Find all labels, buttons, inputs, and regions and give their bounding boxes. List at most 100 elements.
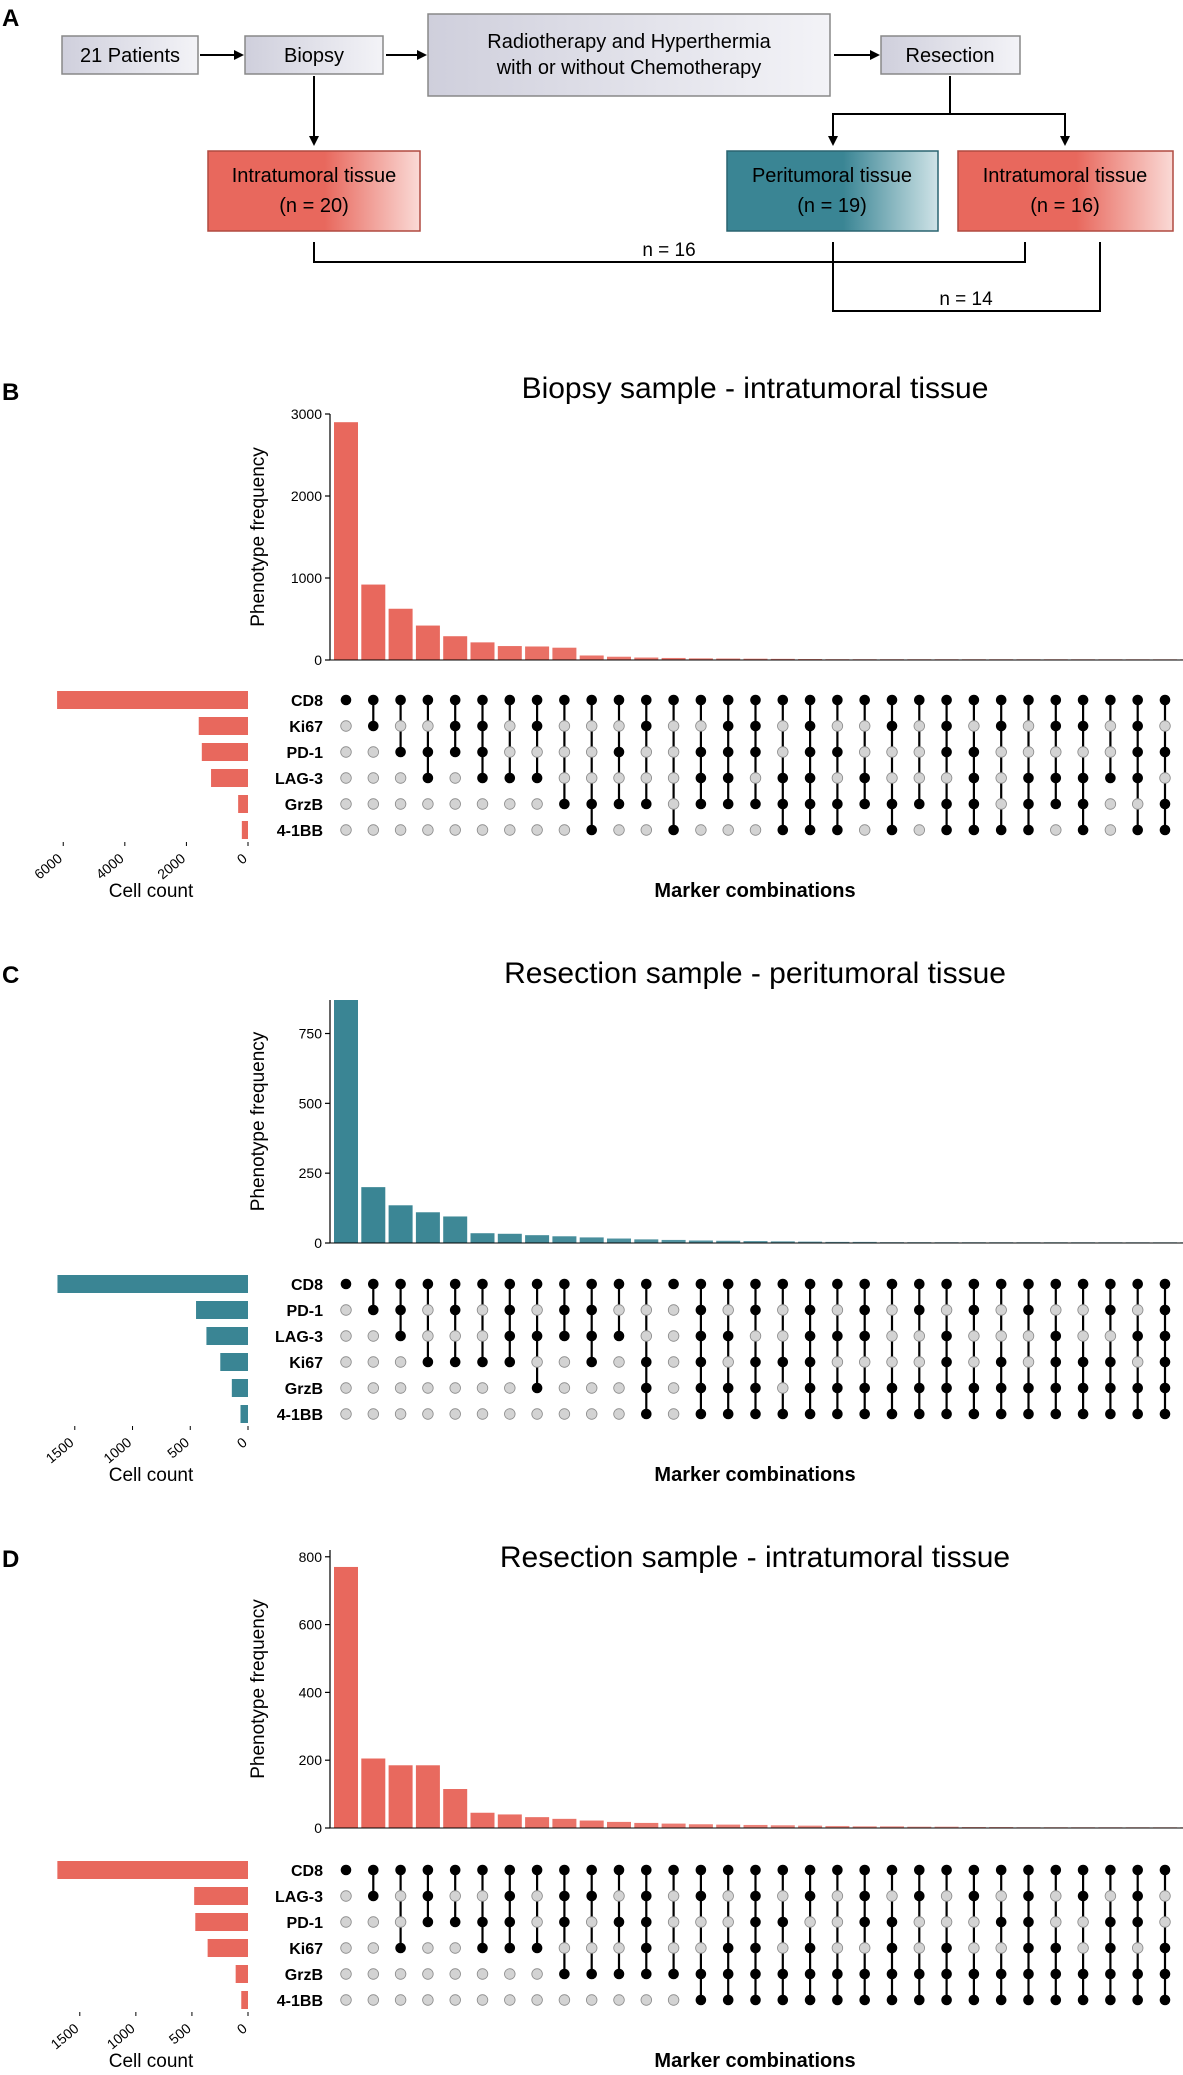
dot-inactive bbox=[613, 1942, 625, 1954]
dot-active bbox=[422, 772, 434, 784]
dot-inactive bbox=[531, 1304, 543, 1316]
dot-inactive bbox=[831, 1942, 844, 1954]
intersection-bar bbox=[443, 636, 468, 660]
dot-active bbox=[613, 1330, 625, 1342]
dot-active bbox=[422, 1890, 434, 1902]
dot-active bbox=[1105, 694, 1116, 706]
dot-active bbox=[804, 720, 816, 732]
intersection-bar bbox=[497, 1814, 522, 1828]
dot-inactive bbox=[886, 772, 898, 784]
dot-inactive bbox=[1159, 772, 1171, 784]
dot-active bbox=[722, 1942, 734, 1954]
dot-active bbox=[449, 694, 461, 706]
dot-inactive bbox=[667, 1304, 680, 1316]
dot-active bbox=[777, 1864, 789, 1876]
dot-inactive bbox=[749, 772, 762, 784]
intersection-bar bbox=[661, 1239, 686, 1243]
dot-inactive bbox=[859, 746, 871, 758]
dot-inactive bbox=[1159, 1890, 1171, 1902]
intersection-bar bbox=[716, 1240, 741, 1243]
x-axis-label: Marker combinations bbox=[654, 2050, 855, 2072]
dot-inactive bbox=[586, 720, 598, 732]
panel-label-c: C bbox=[2, 962, 19, 989]
dot-inactive bbox=[1104, 1330, 1117, 1342]
dot-active bbox=[1077, 824, 1089, 836]
dot-active bbox=[504, 1890, 516, 1902]
dot-inactive bbox=[394, 1994, 407, 2006]
dot-active bbox=[641, 1356, 652, 1368]
dot-active bbox=[1077, 694, 1089, 706]
dot-active bbox=[1159, 1382, 1171, 1394]
dot-inactive bbox=[995, 1330, 1007, 1342]
dot-inactive bbox=[995, 1942, 1007, 1954]
dot-active bbox=[886, 1942, 898, 1954]
dot-active bbox=[722, 1968, 734, 1980]
resection-intra-n: (n = 16) bbox=[1030, 195, 1099, 217]
dot-active bbox=[914, 1304, 925, 1316]
resection-label: Resection bbox=[906, 45, 995, 67]
dot-active bbox=[641, 1382, 652, 1394]
dot-active bbox=[1132, 1890, 1143, 1902]
upset-chart-biopsy-intratumoral: Biopsy sample - intratumoral tissue 0 1000… bbox=[31, 372, 1183, 902]
dot-inactive bbox=[1022, 1330, 1035, 1342]
dot-active bbox=[449, 1864, 461, 1876]
dot-active bbox=[477, 1942, 488, 1954]
dot-inactive bbox=[586, 1408, 598, 1420]
dot-active bbox=[641, 694, 652, 706]
dot-inactive bbox=[340, 798, 352, 810]
intersection-bar bbox=[661, 657, 686, 660]
dot-active bbox=[832, 694, 843, 706]
dot-inactive bbox=[531, 1890, 543, 1902]
dot-active bbox=[750, 1278, 761, 1290]
dot-active bbox=[1077, 1968, 1089, 1980]
dot-active bbox=[586, 1356, 597, 1368]
dot-active bbox=[941, 720, 952, 732]
dot-inactive bbox=[586, 746, 598, 758]
dot-inactive bbox=[504, 1968, 516, 1980]
dot-active bbox=[449, 720, 461, 732]
set-label: LAG-3 bbox=[275, 771, 323, 788]
dot-active bbox=[1077, 1890, 1089, 1902]
dot-active bbox=[859, 1278, 870, 1290]
intersection-bar bbox=[688, 1240, 713, 1243]
dot-inactive bbox=[394, 1968, 407, 1980]
dot-inactive bbox=[394, 1408, 407, 1420]
dot-active bbox=[832, 1864, 843, 1876]
dot-active bbox=[641, 720, 652, 732]
dot-active bbox=[1050, 798, 1062, 810]
treatment-label-line2: with or without Chemotherapy bbox=[496, 57, 762, 79]
intersection-bar bbox=[497, 646, 522, 660]
intersection-bar bbox=[552, 647, 577, 660]
dot-active bbox=[368, 1278, 379, 1290]
set-label: CD8 bbox=[291, 1277, 323, 1294]
dot-active bbox=[531, 1864, 543, 1876]
dot-inactive bbox=[613, 1408, 625, 1420]
set-axis-tick-label: 1500 bbox=[48, 2020, 82, 2052]
dot-inactive bbox=[394, 1382, 407, 1394]
dot-active bbox=[886, 1916, 898, 1928]
dot-active bbox=[422, 694, 434, 706]
dot-inactive bbox=[1022, 720, 1035, 732]
dot-inactive bbox=[613, 1994, 625, 2006]
dot-active bbox=[1023, 1942, 1034, 1954]
set-label: GrzB bbox=[285, 1967, 323, 1984]
dot-active bbox=[804, 1994, 816, 2006]
dot-inactive bbox=[367, 1968, 380, 1980]
dot-inactive bbox=[913, 772, 926, 784]
dot-inactive bbox=[722, 1890, 734, 1902]
dot-active bbox=[722, 720, 734, 732]
intersection-bar bbox=[743, 1824, 768, 1828]
y-axis-label: Phenotype frequency bbox=[248, 1599, 269, 1779]
set-size-bar bbox=[238, 795, 248, 813]
dot-active bbox=[395, 746, 406, 758]
set-label: PD-1 bbox=[287, 1915, 324, 1932]
dot-inactive bbox=[340, 1356, 352, 1368]
dot-active bbox=[1050, 1968, 1062, 1980]
set-axis-tick-label: 0 bbox=[234, 850, 250, 867]
dot-inactive bbox=[367, 1330, 380, 1342]
dot-active bbox=[886, 1382, 898, 1394]
dot-active bbox=[340, 1864, 352, 1876]
dot-active bbox=[559, 1330, 570, 1342]
intersection-bar bbox=[415, 1212, 440, 1243]
